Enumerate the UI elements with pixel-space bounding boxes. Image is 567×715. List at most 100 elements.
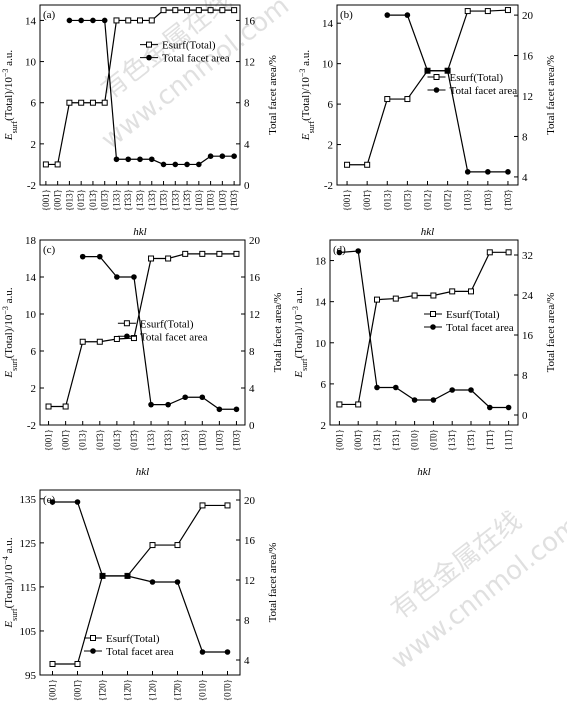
data-point <box>444 67 451 74</box>
data-point <box>42 161 49 168</box>
data-point <box>79 253 86 260</box>
y-tick-label: 6 <box>31 346 37 358</box>
y2-tick-label: 4 <box>249 383 255 395</box>
y-axis-label-part: −4 <box>1 556 10 565</box>
x-tick-label: {1̄33̄} <box>170 189 180 211</box>
y-axis-label-part: (Total)/10 <box>300 77 312 121</box>
legend-marker <box>123 320 130 327</box>
y2-axis-label: Total facet area/% <box>267 55 279 135</box>
data-point <box>78 99 85 106</box>
data-point <box>392 295 399 302</box>
x-tick-label: {1̄03̄} <box>231 429 241 451</box>
data-point <box>137 156 143 163</box>
data-point <box>113 17 120 24</box>
data-point <box>74 499 81 505</box>
y2-tick-label: 12 <box>244 57 255 69</box>
x-tick-label: {13̄3̄} <box>182 189 192 211</box>
data-point <box>101 99 108 106</box>
x-tick-label: {1̄2̄0} <box>173 679 183 701</box>
x-axis-label: hkl <box>417 466 430 478</box>
x-tick-label: {01̄3} <box>95 429 105 451</box>
data-point <box>66 17 73 24</box>
chart-panel: 95 105 115 125 135 4 8 12 16 20 {001} {001̄} {1̄20} {… <box>1 489 279 701</box>
x-tick-label: {001} <box>342 189 352 211</box>
data-point <box>99 573 106 579</box>
y2-tick-label: 4 <box>522 172 528 184</box>
data-point <box>355 248 362 254</box>
y-tick-label: 14 <box>25 15 37 27</box>
y-axis-label-part: surf <box>10 608 19 621</box>
data-point <box>130 335 137 342</box>
data-point <box>199 250 206 257</box>
y-axis-label-part: E <box>3 133 15 141</box>
x-tick-label: {01̄0} <box>223 679 233 701</box>
x-tick-label: {001̄} <box>53 189 63 211</box>
y-tick-label: 2 <box>31 383 37 395</box>
data-point <box>148 255 155 262</box>
x-tick-label: {111̄} <box>504 429 514 450</box>
x-tick-label: {001} <box>44 429 54 451</box>
y-axis-label-part: surf <box>10 358 19 371</box>
y-tick-label: 2 <box>31 139 37 151</box>
data-point <box>231 153 237 159</box>
data-point <box>487 404 493 411</box>
data-point <box>216 406 223 413</box>
y2-tick-label: 16 <box>522 51 534 63</box>
x-tick-label: {1̄3̄1} <box>466 429 476 451</box>
data-point <box>149 542 156 549</box>
data-point <box>74 660 81 667</box>
legend-label: Total facet area <box>140 331 208 343</box>
y-axis-label-part: a.u. <box>3 537 15 556</box>
y-tick-label: 10 <box>25 309 37 321</box>
data-point <box>384 96 391 103</box>
y-tick-label: 10 <box>315 338 327 350</box>
legend-label: Total facet area <box>162 53 230 65</box>
panel-label: (a) <box>43 9 56 21</box>
x-tick-label: {012} <box>423 189 433 211</box>
legend-label: Esurf(Total) <box>446 309 500 321</box>
data-point <box>505 404 512 411</box>
y-tick-label: 6 <box>31 98 37 110</box>
y2-tick-label: 16 <box>244 15 256 27</box>
panel-label: (b) <box>340 9 353 21</box>
data-point <box>62 403 69 410</box>
y-axis-label-part: −3 <box>1 306 10 315</box>
data-point <box>411 397 418 403</box>
data-point <box>45 403 52 410</box>
x-tick-label: {013} <box>64 189 74 211</box>
data-point <box>199 649 206 655</box>
y-tick-label: 10 <box>322 59 334 71</box>
data-point <box>124 573 131 579</box>
y-axis-label-part: −3 <box>291 306 300 315</box>
x-tick-label: {001̄} <box>61 429 71 451</box>
y-tick-label: 6 <box>321 379 327 391</box>
y-tick-label: 10 <box>25 57 37 69</box>
data-point <box>160 7 167 14</box>
data-point <box>184 7 191 14</box>
y2-tick-label: 24 <box>522 290 534 302</box>
legend-label: Esurf(Total) <box>450 72 504 84</box>
panel-label: (c) <box>43 244 56 256</box>
x-tick-label: {13̄3} <box>135 189 145 211</box>
data-point <box>165 255 172 262</box>
y2-tick-label: 20 <box>522 10 534 22</box>
data-point <box>430 397 437 403</box>
legend-marker <box>433 87 440 93</box>
x-tick-label: {1̄33} <box>163 429 173 451</box>
legend-label: Total facet area <box>450 85 518 97</box>
y2-tick-label: 12 <box>249 309 260 321</box>
data-point <box>207 153 214 159</box>
data-point <box>219 7 226 14</box>
x-tick-label: {103} <box>463 189 473 211</box>
data-point <box>404 96 411 103</box>
y-axis-label-part: (Total)/10 <box>3 314 15 358</box>
data-point <box>424 67 431 74</box>
data-point <box>90 17 96 24</box>
x-tick-label: {133} <box>111 189 121 211</box>
y-tick-label: 14 <box>315 297 327 309</box>
series-line <box>52 504 228 665</box>
y-tick-label: -2 <box>324 180 333 192</box>
x-tick-label: {1̄03̄} <box>503 189 513 211</box>
data-point <box>411 292 418 299</box>
y-tick-label: 135 <box>20 494 37 506</box>
